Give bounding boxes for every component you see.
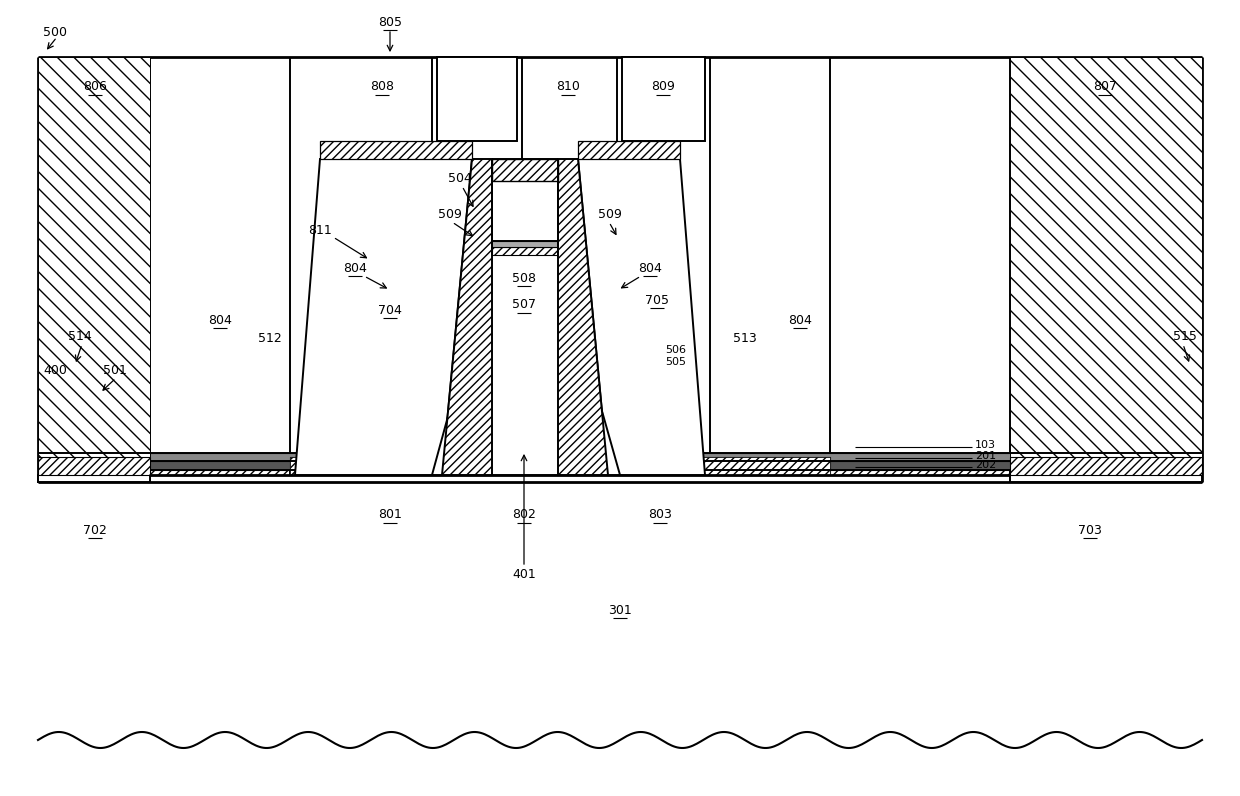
Polygon shape xyxy=(432,255,620,475)
Text: 811: 811 xyxy=(308,224,332,236)
Text: 805: 805 xyxy=(378,15,402,29)
Bar xyxy=(492,247,558,255)
Bar xyxy=(38,57,150,475)
Text: 802: 802 xyxy=(512,509,536,521)
Text: 202: 202 xyxy=(975,460,996,470)
Bar xyxy=(38,476,149,481)
Text: 806: 806 xyxy=(83,80,107,93)
Bar xyxy=(1011,475,1202,482)
Text: 301: 301 xyxy=(608,603,632,616)
Text: 804: 804 xyxy=(639,262,662,275)
Text: 513: 513 xyxy=(733,331,756,345)
Text: 201: 201 xyxy=(975,451,996,461)
Text: 704: 704 xyxy=(378,303,402,317)
Text: 500: 500 xyxy=(43,25,67,38)
Bar xyxy=(492,181,558,241)
Bar xyxy=(38,461,1202,470)
Text: 809: 809 xyxy=(651,80,675,93)
Bar xyxy=(38,475,150,482)
Text: 509: 509 xyxy=(598,209,622,221)
Bar xyxy=(436,57,517,141)
Polygon shape xyxy=(441,159,492,475)
Bar xyxy=(1011,57,1202,475)
Text: 509: 509 xyxy=(438,209,463,221)
Text: 515: 515 xyxy=(1173,330,1197,344)
Bar xyxy=(492,159,558,181)
Polygon shape xyxy=(558,159,608,475)
Bar xyxy=(38,453,1202,475)
Text: 804: 804 xyxy=(208,314,232,326)
Text: 505: 505 xyxy=(665,357,686,367)
Bar xyxy=(1011,457,1202,475)
Bar xyxy=(1011,476,1202,481)
Text: 702: 702 xyxy=(83,524,107,537)
Text: 501: 501 xyxy=(103,364,126,377)
Text: 807: 807 xyxy=(1092,80,1117,93)
Bar xyxy=(1011,475,1202,482)
Text: 803: 803 xyxy=(649,509,672,521)
Text: 103: 103 xyxy=(975,440,996,450)
Text: 401: 401 xyxy=(512,568,536,582)
Text: 810: 810 xyxy=(556,80,580,93)
Bar xyxy=(622,57,706,141)
Text: 804: 804 xyxy=(343,262,367,275)
Text: 508: 508 xyxy=(512,271,536,284)
Bar xyxy=(38,453,1202,461)
Bar xyxy=(38,457,150,475)
Text: 512: 512 xyxy=(258,331,281,345)
Text: 504: 504 xyxy=(448,171,472,185)
Polygon shape xyxy=(295,159,472,475)
Bar xyxy=(38,475,150,482)
Text: 801: 801 xyxy=(378,509,402,521)
Bar xyxy=(290,457,830,475)
Text: 808: 808 xyxy=(370,80,394,93)
Text: 703: 703 xyxy=(1078,524,1102,537)
Text: 400: 400 xyxy=(43,364,67,377)
Bar xyxy=(578,141,680,159)
Text: 804: 804 xyxy=(789,314,812,326)
Polygon shape xyxy=(578,159,706,475)
Bar xyxy=(320,141,472,159)
Text: 705: 705 xyxy=(645,294,670,306)
Text: 506: 506 xyxy=(665,345,686,355)
Bar xyxy=(290,457,830,475)
Bar xyxy=(492,241,558,247)
Bar xyxy=(290,457,830,475)
Text: 507: 507 xyxy=(512,298,536,311)
Text: 514: 514 xyxy=(68,330,92,344)
